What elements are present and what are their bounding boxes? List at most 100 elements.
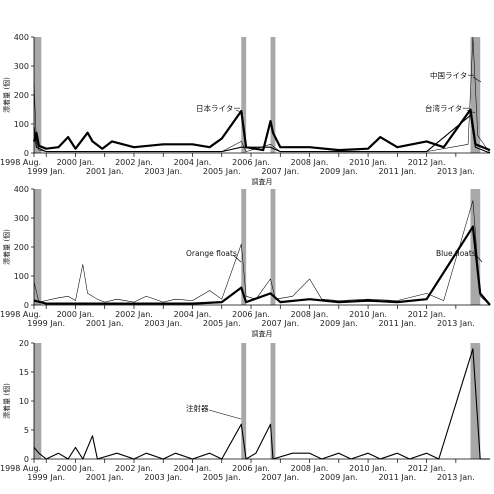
x-tick-label: 2003 Jan. [144,319,182,328]
y-tick-label: 15 [19,368,29,377]
series-line [33,36,491,154]
x-tick-label: 2004 Jan. [174,464,212,473]
y-tick-label: 0 [24,455,29,464]
x-tick-label: 2004 Jan. [174,158,212,167]
x-tick-label: 2009 Jan. [320,319,358,328]
y-tick-label: 200 [14,91,29,100]
annotation-label: 注射器 [186,403,209,413]
x-tick-label: 2006 Jan. [232,464,270,473]
x-tick-label: 2006 Jan. [232,310,270,319]
y-tick-label: 300 [14,214,29,223]
shaded-period [270,37,276,153]
annotation-leader [235,109,244,114]
y-axis-label: 漂着量 (個) [2,383,11,419]
annotation-label: 台湾ライター [425,103,470,113]
x-tick-label: 2001 Jan. [86,319,124,328]
x-tick-label: 2011 Jan. [378,473,416,482]
x-tick-label: 2002 Jan. [115,158,153,167]
x-tick-label: 2002 Jan. [115,464,153,473]
x-axis-label: 調査月 [252,329,273,338]
y-axis-label: 漂着量 (個) [2,229,11,265]
x-tick-label: 2012 Jan. [408,464,446,473]
x-tick-label: 1998 Aug. [0,464,41,473]
x-tick-label: 2012 Jan. [408,310,446,319]
x-tick-label: 2011 Jan. [378,319,416,328]
series-line [33,225,491,306]
x-tick-label: 2003 Jan. [144,473,182,482]
annotation-leader [232,254,242,263]
x-tick-label: 1999 Jan. [27,167,65,176]
series-line [32,108,491,152]
y-tick-label: 20 [19,339,29,348]
x-axis-label: 調査月 [252,177,273,186]
x-tick-label: 2008 Jan. [291,158,329,167]
x-tick-label: 2000 Jan. [57,464,95,473]
shaded-period [470,343,481,459]
shaded-period [34,189,42,305]
x-tick-label: 2003 Jan. [144,167,182,176]
x-tick-label: 1998 Aug. [0,310,41,319]
x-tick-label: 2004 Jan. [174,310,212,319]
y-tick-label: 0 [24,301,29,310]
series-line [33,200,491,306]
annotation-label: Blue floats [436,249,476,258]
shaded-period [241,343,247,459]
shaded-period [34,343,42,459]
shaded-period [241,189,247,305]
shaded-period [270,343,276,459]
annotation-label: Orange floats [186,249,237,258]
x-tick-label: 2005 Jan. [203,167,241,176]
x-tick-label: 2009 Jan. [320,167,358,176]
shaded-period [34,37,42,153]
x-tick-label: 2011 Jan. [378,167,416,176]
x-tick-label: 2000 Jan. [57,310,95,319]
x-tick-label: 1999 Jan. [27,319,65,328]
x-tick-label: 2007 Jan. [261,167,299,176]
series-line [33,114,491,154]
x-tick-label: 2009 Jan. [320,473,358,482]
annotation-leader [466,109,476,114]
y-tick-label: 100 [14,272,29,281]
panel-syringes: 0 5 10 15 20 漂着量 (個) 1998 Aug. 2000 Jan. 2002 Ja… [0,339,490,482]
x-tick-label: 2010 Jan. [349,464,387,473]
x-tick-label: 2001 Jan. [86,473,124,482]
y-tick-label: 10 [19,397,29,406]
series-line [33,348,490,460]
x-tick-label: 2007 Jan. [261,319,299,328]
x-tick-label: 2008 Jan. [291,310,329,319]
y-tick-label: 5 [24,426,29,435]
x-tick-label: 2008 Jan. [291,464,329,473]
x-tick-label: 2005 Jan. [203,319,241,328]
annotation-label: 中国ライター [430,70,475,80]
y-tick-label: 200 [14,243,29,252]
y-tick-label: 0 [24,149,29,158]
annotation-leader [475,254,483,263]
x-tick-label: 1999 Jan. [27,473,65,482]
x-tick-label: 2013 Jan. [437,167,475,176]
annotation-label: 日本ライター [196,103,241,113]
x-tick-label: 2013 Jan. [437,473,475,482]
y-tick-label: 100 [14,120,29,129]
x-tick-label: 2001 Jan. [86,167,124,176]
y-axis-label: 漂着量 (個) [2,77,11,113]
x-tick-label: 1998 Aug. [0,158,41,167]
x-tick-label: 2000 Jan. [57,158,95,167]
shaded-period [470,37,481,153]
x-tick-label: 2010 Jan. [349,158,387,167]
y-tick-label: 400 [14,185,29,194]
x-tick-label: 2006 Jan. [232,158,270,167]
x-tick-label: 2005 Jan. [203,473,241,482]
x-tick-label: 2012 Jan. [408,158,446,167]
shaded-period [241,37,247,153]
annotation-leader [208,409,242,420]
x-tick-label: 2013 Jan. [437,319,475,328]
x-tick-label: 2002 Jan. [115,310,153,319]
x-tick-label: 2010 Jan. [349,310,387,319]
x-tick-label: 2007 Jan. [261,473,299,482]
annotation-leader [472,76,482,83]
shaded-period [270,189,276,305]
y-tick-label: 300 [14,62,29,71]
